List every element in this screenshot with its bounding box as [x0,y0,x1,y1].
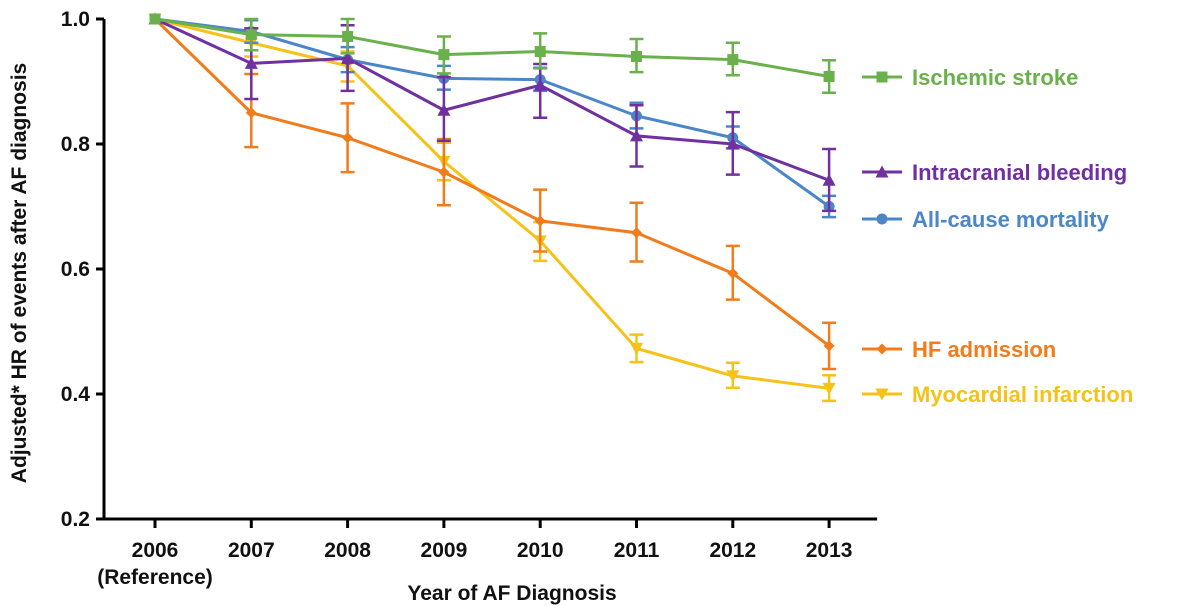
data-point [438,166,450,178]
data-point [822,173,836,186]
data-point [245,107,257,119]
x-axis-title: Year of AF Diagnosis [407,582,616,605]
x-tick-label: 2013 [806,539,853,562]
data-point [631,227,642,239]
series-line [154,17,830,182]
data-point [822,382,836,395]
legend-label: All-cause mortality [912,207,1110,232]
x-tick-label: 2011 [614,539,660,562]
x-tick-sublabel: (Reference) [97,566,213,589]
data-point [438,49,450,61]
data-point [149,13,161,25]
data-point [631,51,642,62]
data-point [630,342,643,355]
series-line [154,17,830,78]
legend-label: HF admission [912,337,1056,362]
legend-marker [876,343,888,355]
x-tick-label: 2012 [709,539,756,562]
legend-marker [875,165,889,178]
series-line [154,17,830,390]
legend-marker [875,388,889,401]
legend-item: Myocardial infarction [862,382,1133,407]
x-tick-label: 2007 [228,539,275,562]
legend-marker [876,71,888,83]
y-tick-label: 0.4 [61,383,91,406]
data-point [727,54,739,66]
x-tick-label: 2006 [132,539,179,562]
data-point [726,370,740,383]
legend-label: Myocardial infarction [912,382,1133,407]
x-tick-label: 2010 [517,539,564,562]
legend-marker [876,213,888,225]
axes: 0.2 0.4 0.6 0.8 1.0 2006 (Reference) 2007 2008 20… [61,8,878,589]
data-point [533,78,547,91]
data-point [726,137,740,150]
data-point [244,56,258,69]
legend-item: Ischemic stroke [862,65,1078,90]
data-point [727,267,739,279]
series-line [153,17,831,348]
legend-label: Intracranial bleeding [912,160,1127,185]
data-point [534,215,546,227]
legend-item: All-cause mortality [862,207,1110,232]
data-point [823,71,835,82]
data-point [534,46,546,57]
x-tick-label: 2008 [324,539,371,562]
y-tick-label: 1.0 [61,8,90,31]
series-layer [148,12,837,403]
legend-label: Ischemic stroke [912,65,1078,90]
x-tick-label: 2009 [421,539,468,562]
series-hf-admission [149,13,837,371]
legend-item: Intracranial bleeding [862,160,1127,185]
y-tick-label: 0.2 [61,508,90,531]
series-ischemic-stroke [149,13,837,94]
y-axis-title: Adjusted* HR of events after AF diagnosi… [8,63,31,483]
legend-item: HF admission [862,337,1056,362]
y-tick-label: 0.6 [61,258,90,281]
data-point [341,51,355,64]
y-tick-label: 0.8 [61,133,91,156]
data-point [823,340,835,352]
data-point [437,103,451,116]
legend: Ischemic stroke Intracranial bleeding All-… [862,65,1133,407]
data-point [342,31,354,42]
data-point [630,129,643,142]
data-point [245,29,257,41]
data-point [342,132,354,144]
